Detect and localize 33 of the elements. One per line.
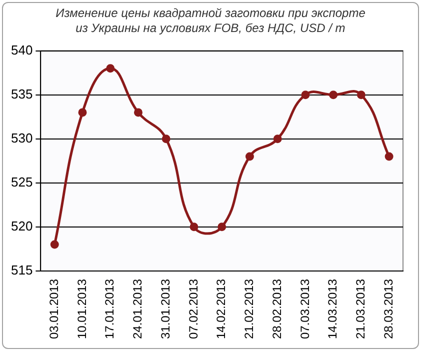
x-tick-label: 31.01.2013 — [158, 278, 172, 340]
x-tick-label: 07.02.2013 — [186, 278, 200, 340]
point — [50, 240, 59, 249]
point — [384, 152, 394, 161]
x-tick-label: 21.03.2013 — [354, 278, 368, 340]
point — [218, 222, 226, 232]
point — [190, 222, 198, 232]
x-tick-label: 07.03.2013 — [298, 278, 312, 340]
x-tick-label: 14.03.2013 — [326, 278, 340, 340]
point — [162, 134, 170, 144]
point — [78, 108, 87, 117]
y-tick-label: 535 — [10, 86, 33, 102]
x-tick-label: 24.01.2013 — [130, 278, 145, 340]
y-tick-label: 530 — [10, 130, 33, 146]
point — [273, 134, 282, 144]
x-tick-label: 28.03.2013 — [381, 278, 396, 340]
point — [134, 108, 142, 117]
point — [301, 90, 310, 100]
point — [356, 90, 366, 100]
x-tick-label: 17.01.2013 — [102, 278, 117, 340]
y-tick-label: 520 — [10, 218, 33, 234]
x-tick-label: 03.01.2013 — [46, 278, 61, 340]
point — [106, 64, 115, 73]
y-tick-label: 540 — [10, 42, 33, 58]
x-tick-label: 10.01.2013 — [74, 278, 89, 340]
y-tick-label: 515 — [10, 262, 33, 278]
x-tick-label: 21.02.2013 — [242, 278, 256, 340]
x-tick-label: 28.02.2013 — [270, 278, 284, 340]
point — [245, 152, 254, 161]
chart-title: Изменение цены квадратной заготовки при экспорте из Украины на условиях FOB, без НДС, USD / т — [54, 6, 366, 36]
x-tick-label: 14.02.2013 — [214, 278, 228, 340]
y-tick-label: 525 — [10, 174, 33, 190]
point — [329, 90, 338, 100]
